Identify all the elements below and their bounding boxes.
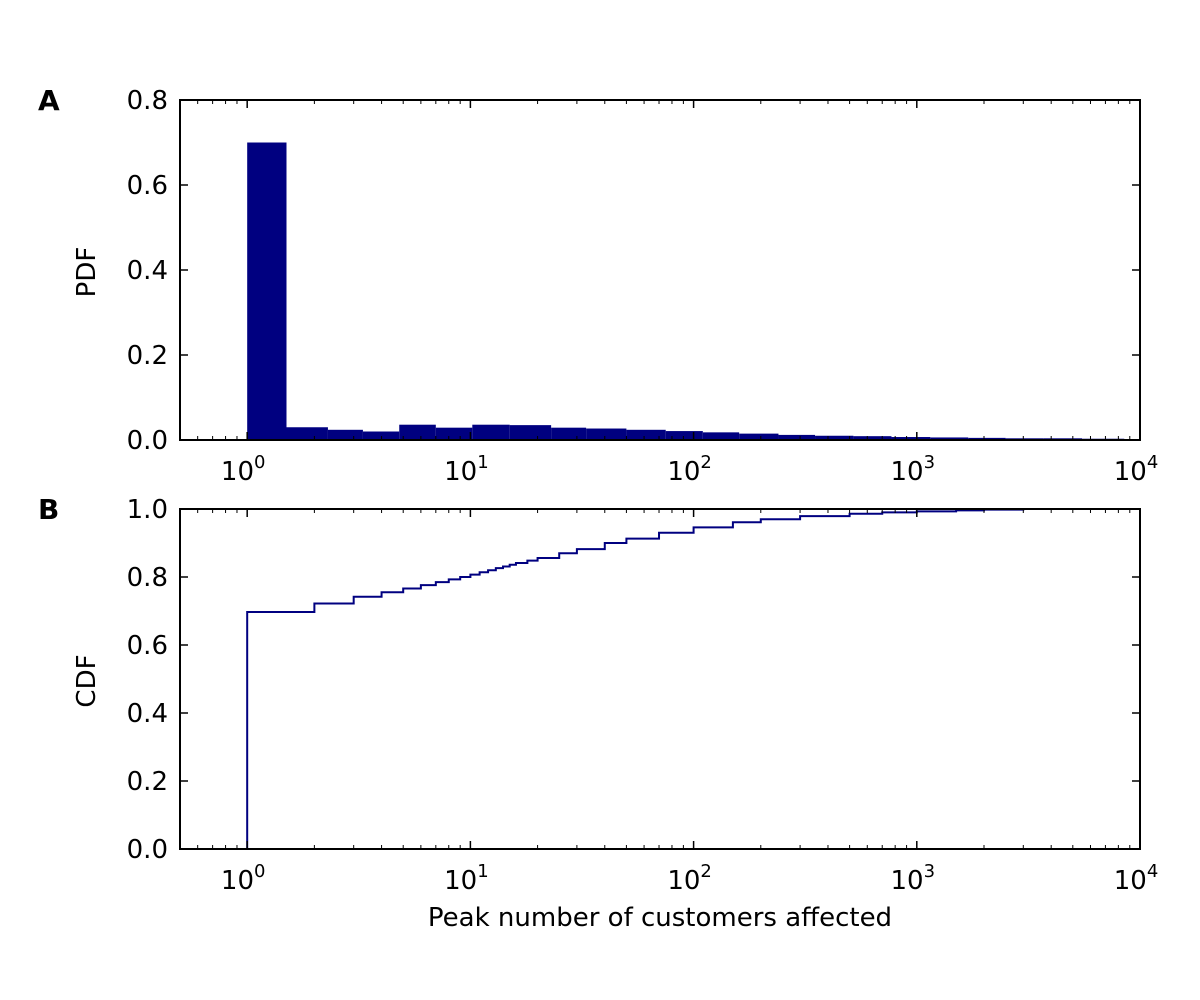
y-tick-label: 0.8 [127, 86, 168, 116]
panel-b-y-axis-label: CDF [72, 654, 102, 707]
x-tick-base: 10 [444, 866, 477, 896]
x-tick-exponent: 4 [1147, 452, 1158, 473]
x-tick-exponent: 3 [924, 452, 935, 473]
x-tick-label: 104 [1114, 452, 1159, 487]
x-tick-base: 10 [667, 457, 700, 487]
panel-b-frame [179, 508, 1141, 850]
histogram-bar [891, 437, 931, 440]
x-tick-label: 100 [221, 452, 266, 487]
x-tick-base: 10 [221, 866, 254, 896]
x-tick-label: 101 [444, 452, 489, 487]
histogram-bar [626, 429, 666, 440]
panel-a-y-tick-labels: 0.0 0.2 0.4 0.6 0.8 [127, 86, 168, 456]
y-tick-label: 1.0 [127, 495, 168, 525]
x-tick-exponent: 0 [254, 861, 265, 882]
panel-a-label: A [38, 84, 60, 117]
y-tick-label: 0.6 [127, 631, 168, 661]
x-tick-base: 10 [891, 457, 924, 487]
y-tick-label: 0.4 [127, 256, 168, 286]
histogram-bar [930, 437, 969, 440]
y-tick-label: 0.8 [127, 563, 168, 593]
panel-b-label: B [38, 493, 59, 526]
histogram-bar [665, 431, 703, 440]
histogram-bar [702, 432, 740, 440]
histogram-bar [853, 436, 892, 440]
y-tick-label: 0.0 [127, 426, 168, 456]
panel-a-frame [179, 99, 1141, 441]
histogram-bar [551, 427, 587, 440]
cdf-step-line [246, 508, 1025, 849]
histogram-bar [399, 424, 436, 440]
histogram-bar [435, 427, 473, 440]
histogram-bar [778, 434, 816, 440]
x-tick-label: 102 [667, 861, 712, 896]
y-tick-label: 0.2 [127, 767, 168, 797]
panel-b-x-axis-label: Peak number of customers affected [428, 903, 892, 933]
histogram-bar [286, 427, 328, 440]
x-tick-base: 10 [667, 866, 700, 896]
x-tick-base: 10 [221, 457, 254, 487]
x-tick-label: 101 [444, 861, 489, 896]
histogram-bar [586, 428, 627, 440]
histogram-bar [509, 425, 552, 440]
x-tick-label: 102 [667, 452, 712, 487]
y-tick-label: 0.6 [127, 171, 168, 201]
histogram-bar [327, 429, 363, 440]
panel-a-pdf: A 100 101 102 103 104 0.00.20.40.60.8 PDF [38, 84, 1158, 487]
x-tick-base: 10 [1114, 457, 1147, 487]
x-tick-base: 10 [444, 457, 477, 487]
x-tick-exponent: 2 [700, 861, 711, 882]
y-tick-label: 0.0 [127, 835, 168, 865]
x-tick-exponent: 1 [477, 861, 488, 882]
x-tick-label: 104 [1114, 861, 1159, 896]
histogram-bar [362, 431, 400, 440]
x-tick-exponent: 3 [924, 861, 935, 882]
panel-a-x-tick-labels: 100 101 102 103 104 [221, 452, 1158, 487]
panel-a-y-axis-label: PDF [72, 247, 102, 298]
panel-b-x-tick-labels: 100 101 102 103 104 [221, 861, 1158, 896]
x-tick-label: 103 [891, 861, 936, 896]
histogram-bar [815, 435, 854, 440]
histogram-bar [739, 433, 779, 440]
x-tick-exponent: 4 [1147, 861, 1158, 882]
x-tick-exponent: 1 [477, 452, 488, 473]
x-tick-exponent: 0 [254, 452, 265, 473]
histogram-bar [247, 142, 287, 440]
panel-b-y-tick-labels: 0.0 0.2 0.4 0.6 0.8 1.0 [127, 495, 168, 865]
panel-b-cdf: B 100 101 102 103 104 0.00.20.40.60.81.0 CDF… [38, 493, 1158, 933]
histogram-bar [472, 424, 510, 440]
x-tick-exponent: 2 [700, 452, 711, 473]
x-tick-base: 10 [891, 866, 924, 896]
x-tick-base: 10 [1114, 866, 1147, 896]
x-tick-label: 103 [891, 452, 936, 487]
histogram-bar [968, 437, 1006, 440]
x-tick-label: 100 [221, 861, 266, 896]
y-tick-label: 0.2 [127, 341, 168, 371]
y-tick-label: 0.4 [127, 699, 168, 729]
